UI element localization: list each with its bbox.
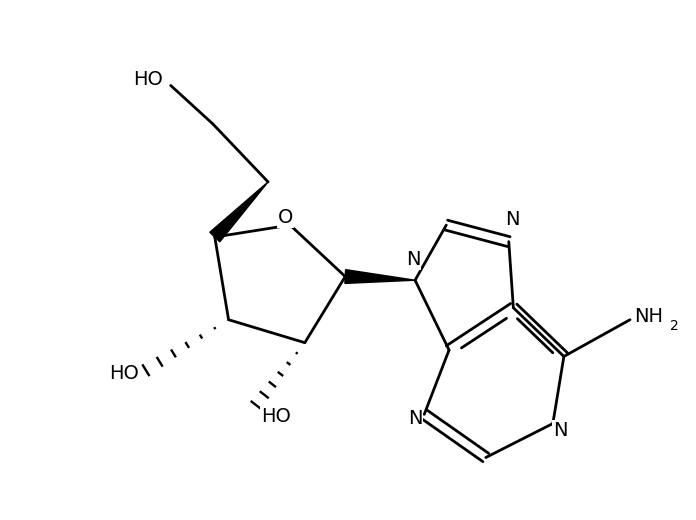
Text: HO: HO (134, 70, 164, 89)
Text: N: N (505, 210, 520, 229)
Polygon shape (345, 270, 415, 283)
Text: O: O (278, 208, 293, 227)
Text: N: N (406, 250, 420, 269)
Polygon shape (209, 182, 268, 242)
Text: N: N (553, 421, 567, 440)
Text: HO: HO (261, 407, 291, 426)
Text: 2: 2 (670, 319, 679, 333)
Text: NH: NH (635, 306, 663, 326)
Text: N: N (408, 409, 422, 427)
Text: HO: HO (109, 365, 139, 383)
